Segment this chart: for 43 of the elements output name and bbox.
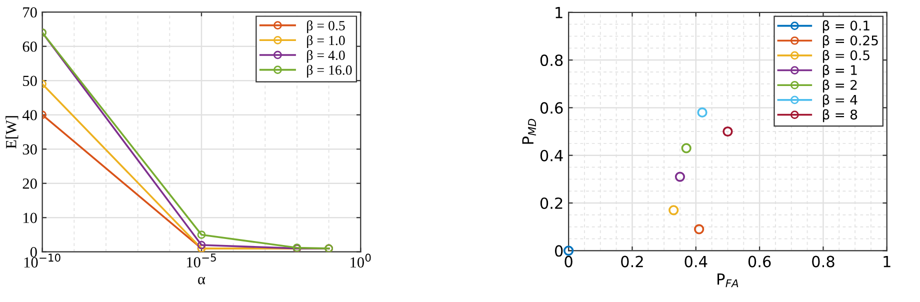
y-tick-label: 0.2 — [540, 197, 562, 210]
point — [697, 107, 708, 118]
legend-label: β = 1.0 — [307, 35, 345, 48]
legend-label: β = 16.0 — [307, 64, 352, 78]
y-tick-label: 0.8 — [540, 54, 563, 66]
x-tick-label: 10$^{0}$ — [350, 254, 371, 268]
y-axis-title: E[W] — [6, 116, 18, 148]
legend-label: β = 4 — [822, 94, 858, 108]
legend-label: β = 0.5 — [307, 20, 345, 34]
legend-label: β = 0.1 — [822, 20, 870, 34]
y-tick-label: 10 — [24, 212, 37, 224]
point — [668, 205, 679, 216]
y-axis-title: P$_{MD}$ — [522, 118, 536, 144]
x-tick-label: 0.2 — [621, 256, 643, 268]
point — [722, 126, 733, 137]
x-axis-title: P$_{FA}$ — [718, 274, 738, 288]
x-tick-label: 10$^{−5}$ — [187, 254, 216, 268]
legend-label: β = 8 — [822, 109, 858, 122]
x-tick-label: 0 — [564, 256, 572, 268]
y-tick-label: 40 — [22, 110, 37, 120]
x-axis-title: α — [198, 276, 206, 284]
y-tick-label: 1 — [556, 7, 562, 18]
y-tick-label: 50 — [23, 76, 37, 86]
y-tick-label: 0.4 — [540, 150, 563, 162]
y-tick-label: 0 — [554, 245, 563, 257]
y-tick-label: 60 — [22, 41, 37, 52]
legend-label: β = 0.5 — [822, 50, 870, 63]
legend-label: β = 1 — [822, 64, 857, 78]
point — [674, 172, 686, 182]
x-tick-label: 0.8 — [812, 256, 834, 268]
x-tick-label: 0.6 — [748, 256, 771, 268]
y-tick-label: 0.6 — [540, 102, 563, 114]
y-tick-label: 30 — [22, 144, 37, 155]
y-tick-label: 20 — [22, 178, 37, 189]
legend-label: β = 0.25 — [822, 35, 878, 48]
point — [694, 224, 704, 234]
legend-label: β = 4.0 — [307, 50, 345, 63]
point — [563, 246, 574, 256]
point — [681, 143, 692, 154]
x-tick-label: 0.4 — [684, 256, 708, 268]
legend-label: β = 2 — [822, 80, 857, 92]
x-tick-label: 1 — [884, 256, 890, 268]
y-tick-label: 70 — [23, 7, 37, 18]
